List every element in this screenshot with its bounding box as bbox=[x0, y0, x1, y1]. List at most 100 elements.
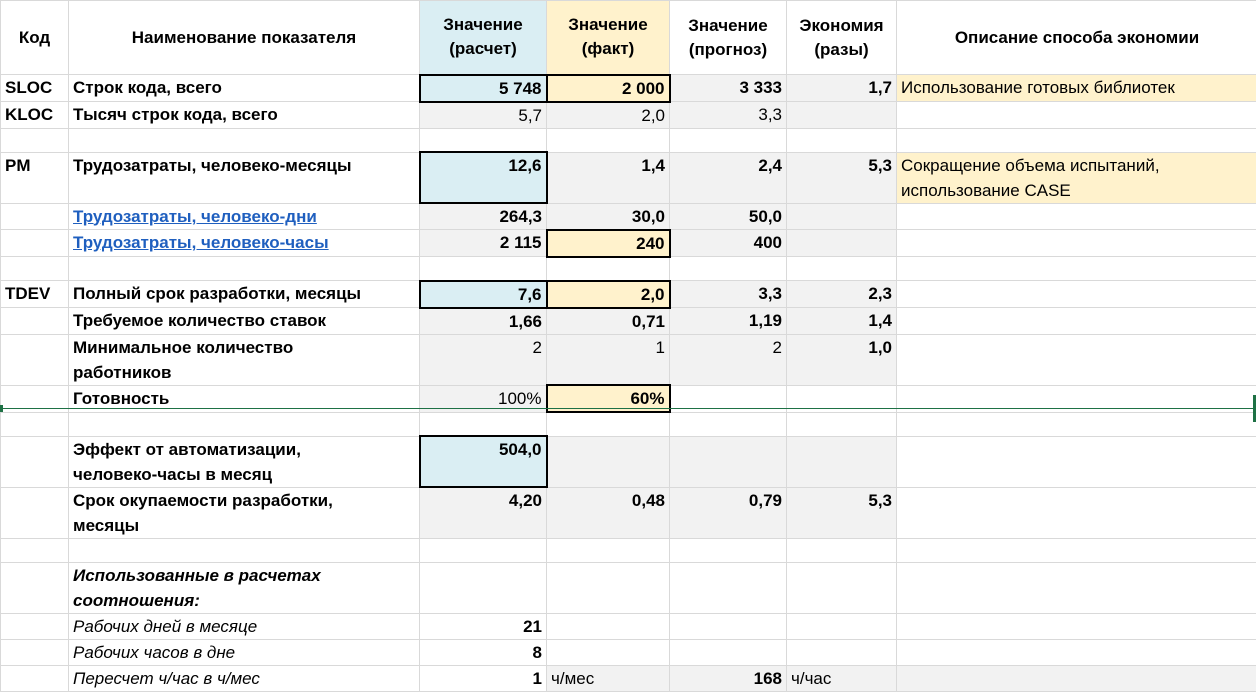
cell-name[interactable]: Строк кода, всего bbox=[69, 75, 420, 102]
cell-forecast[interactable]: 3,3 bbox=[670, 102, 787, 129]
cell-empty[interactable] bbox=[897, 613, 1256, 639]
header-fact[interactable]: Значение (факт) bbox=[547, 1, 670, 75]
cell-fact[interactable]: 2,0 bbox=[547, 281, 670, 308]
header-code[interactable]: Код bbox=[1, 1, 69, 75]
cell-empty[interactable] bbox=[547, 257, 670, 281]
header-forecast[interactable]: Значение (прогноз) bbox=[670, 1, 787, 75]
link-person-days[interactable]: Трудозатраты, человеко-дни bbox=[69, 203, 420, 230]
cell-name[interactable]: Рабочих дней в месяце bbox=[69, 613, 420, 639]
selection-handle[interactable] bbox=[0, 405, 3, 412]
cell-fact[interactable]: 1 bbox=[547, 334, 670, 385]
cell-name[interactable]: Тысяч строк кода, всего bbox=[69, 102, 420, 129]
cell-calc[interactable]: 8 bbox=[420, 639, 547, 665]
cell-empty[interactable] bbox=[897, 562, 1256, 613]
cell-calc[interactable]: 5,7 bbox=[420, 102, 547, 129]
cell-empty[interactable] bbox=[69, 538, 420, 562]
cell-forecast[interactable]: 400 bbox=[670, 230, 787, 257]
cell-economy[interactable] bbox=[787, 230, 897, 257]
cell-empty[interactable] bbox=[670, 562, 787, 613]
cell-empty[interactable] bbox=[1, 562, 69, 613]
cell-calc[interactable]: 12,6 bbox=[420, 152, 547, 203]
cell-code[interactable]: SLOC bbox=[1, 75, 69, 102]
cell-fact[interactable]: 2,0 bbox=[547, 102, 670, 129]
cell-economy[interactable]: 5,3 bbox=[787, 487, 897, 538]
cell-economy[interactable] bbox=[787, 102, 897, 129]
cell-empty[interactable] bbox=[420, 257, 547, 281]
cell-forecast[interactable]: 50,0 bbox=[670, 203, 787, 230]
cell-empty[interactable] bbox=[1, 487, 69, 538]
cell-calc[interactable]: 264,3 bbox=[420, 203, 547, 230]
cell-empty[interactable] bbox=[1, 308, 69, 335]
cell-description[interactable] bbox=[897, 203, 1256, 230]
cell-forecast[interactable] bbox=[670, 436, 787, 487]
cell-empty[interactable] bbox=[1, 436, 69, 487]
cell-description[interactable] bbox=[897, 102, 1256, 129]
cell-economy[interactable]: 5,3 bbox=[787, 152, 897, 203]
cell-empty[interactable] bbox=[897, 257, 1256, 281]
cell-forecast[interactable]: 2,4 bbox=[670, 152, 787, 203]
cell-description[interactable] bbox=[897, 487, 1256, 538]
cell-forecast[interactable]: 3,3 bbox=[670, 281, 787, 308]
cell-calc[interactable]: 21 bbox=[420, 613, 547, 639]
cell-empty[interactable] bbox=[897, 538, 1256, 562]
cell-empty[interactable] bbox=[1, 412, 69, 436]
cell-calc[interactable]: 5 748 bbox=[420, 75, 547, 102]
cell-empty[interactable] bbox=[897, 128, 1256, 152]
cell-empty[interactable] bbox=[787, 639, 897, 665]
cell-economy[interactable]: 1,4 bbox=[787, 308, 897, 335]
cell-empty[interactable] bbox=[670, 639, 787, 665]
cell-empty[interactable] bbox=[670, 257, 787, 281]
cell-empty[interactable] bbox=[547, 128, 670, 152]
cell-empty[interactable] bbox=[1, 128, 69, 152]
cell-empty[interactable] bbox=[1, 230, 69, 257]
cell-description[interactable] bbox=[897, 334, 1256, 385]
cell-empty[interactable] bbox=[420, 128, 547, 152]
cell-empty[interactable] bbox=[69, 257, 420, 281]
cell-empty[interactable] bbox=[670, 538, 787, 562]
cell-fact[interactable]: 0,48 bbox=[547, 487, 670, 538]
header-calc[interactable]: Значение (расчет) bbox=[420, 1, 547, 75]
cell-calc[interactable]: 504,0 bbox=[420, 436, 547, 487]
cell-empty[interactable] bbox=[1, 203, 69, 230]
cell-empty[interactable] bbox=[787, 613, 897, 639]
cell-code[interactable]: PM bbox=[1, 152, 69, 203]
cell-calc[interactable]: 1,66 bbox=[420, 308, 547, 335]
cell-economy[interactable] bbox=[787, 436, 897, 487]
cell-empty[interactable] bbox=[420, 562, 547, 613]
cell-empty[interactable] bbox=[420, 538, 547, 562]
cell-empty[interactable] bbox=[1, 639, 69, 665]
header-name[interactable]: Наименование показателя bbox=[69, 1, 420, 75]
cell-calc[interactable]: 2 bbox=[420, 334, 547, 385]
cell-empty[interactable] bbox=[420, 412, 547, 436]
cell-empty[interactable] bbox=[670, 412, 787, 436]
cell-empty[interactable] bbox=[1, 538, 69, 562]
link-person-hours[interactable]: Трудозатраты, человеко-часы bbox=[69, 230, 420, 257]
cell-empty[interactable] bbox=[1, 613, 69, 639]
cell-empty[interactable] bbox=[1, 257, 69, 281]
cell-calc[interactable]: 2 115 bbox=[420, 230, 547, 257]
cell-calc[interactable]: 7,6 bbox=[420, 281, 547, 308]
cell-name[interactable]: Рабочих часов в дне bbox=[69, 639, 420, 665]
cell-description[interactable] bbox=[897, 436, 1256, 487]
cell-description[interactable]: Сокращение объема испытаний,использовани… bbox=[897, 152, 1256, 203]
cell-empty[interactable] bbox=[547, 613, 670, 639]
cell-empty[interactable] bbox=[897, 412, 1256, 436]
cell-empty[interactable] bbox=[787, 412, 897, 436]
cell-code[interactable]: KLOC bbox=[1, 102, 69, 129]
cell-empty[interactable] bbox=[69, 128, 420, 152]
cell-economy[interactable]: 2,3 bbox=[787, 281, 897, 308]
cell-description[interactable] bbox=[897, 308, 1256, 335]
cell-economy[interactable]: 1,0 bbox=[787, 334, 897, 385]
cell-empty[interactable] bbox=[787, 538, 897, 562]
cell-empty[interactable] bbox=[69, 412, 420, 436]
cell-forecast[interactable]: 0,79 bbox=[670, 487, 787, 538]
cell-fact[interactable]: 1,4 bbox=[547, 152, 670, 203]
cell-forecast[interactable]: 1,19 bbox=[670, 308, 787, 335]
cell-fact[interactable]: 0,71 bbox=[547, 308, 670, 335]
header-economy[interactable]: Экономия (разы) bbox=[787, 1, 897, 75]
cell-fact[interactable]: 2 000 bbox=[547, 75, 670, 102]
cell-economy[interactable]: 1,7 bbox=[787, 75, 897, 102]
cell-empty[interactable] bbox=[547, 412, 670, 436]
cell-fact[interactable]: 240 bbox=[547, 230, 670, 257]
